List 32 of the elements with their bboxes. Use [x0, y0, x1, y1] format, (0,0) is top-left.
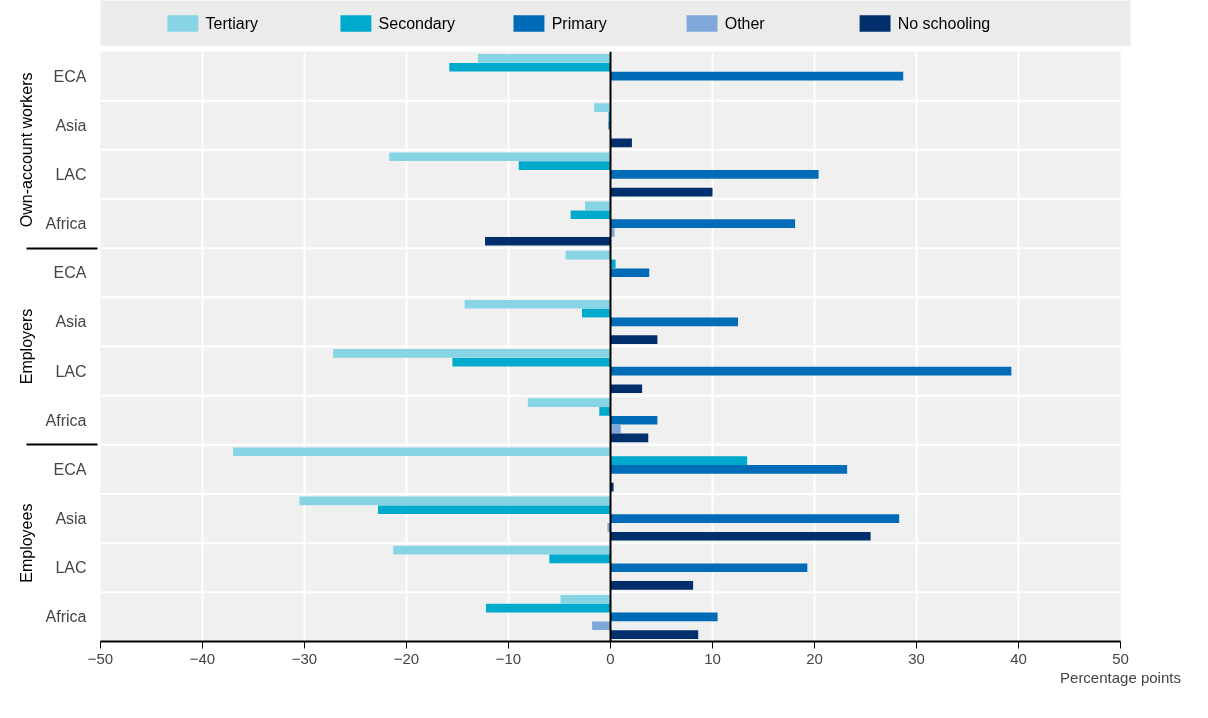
- x-tick-label: 10: [704, 649, 721, 667]
- y-tick-label: Africa: [45, 215, 87, 233]
- y-tick-label: ECA: [53, 460, 87, 478]
- text: Employers: [17, 308, 35, 385]
- y-tick-label: LAC: [55, 559, 87, 577]
- text: Own-account workers: [17, 72, 35, 228]
- y-tick-label: Asia: [55, 313, 87, 331]
- y-tick-label: LAC: [55, 362, 87, 380]
- legend-label: Primary: [551, 15, 607, 32]
- x-tick-label: −10: [495, 649, 522, 667]
- x-tick-label: 50: [1112, 649, 1129, 667]
- x-tick-label: −40: [189, 649, 216, 667]
- x-tick-label: 20: [806, 649, 823, 667]
- legend-label: Other: [724, 15, 766, 32]
- text: Employees: [17, 503, 35, 583]
- x-tick-label: −30: [291, 649, 318, 667]
- legend-label: No schooling: [897, 15, 991, 32]
- legend-label: Tertiary: [205, 15, 259, 32]
- y-tick-label: LAC: [55, 165, 87, 183]
- x-tick-label: 30: [908, 649, 925, 667]
- legend-label: Secondary: [378, 15, 456, 32]
- y-tick-label: ECA: [53, 67, 87, 85]
- y-tick-label: Africa: [45, 608, 87, 626]
- y-tick-label: ECA: [53, 264, 87, 282]
- x-tick-label: 40: [1010, 649, 1027, 667]
- y-tick-label: Asia: [55, 116, 87, 134]
- x-tick-label: 0: [606, 649, 615, 667]
- x-tick-label: −20: [393, 649, 420, 667]
- x-axis-title: Percentage points: [1060, 668, 1181, 686]
- y-tick-label: Africa: [45, 411, 87, 429]
- x-tick-label: −50: [87, 649, 114, 667]
- y-tick-label: Asia: [55, 510, 87, 528]
